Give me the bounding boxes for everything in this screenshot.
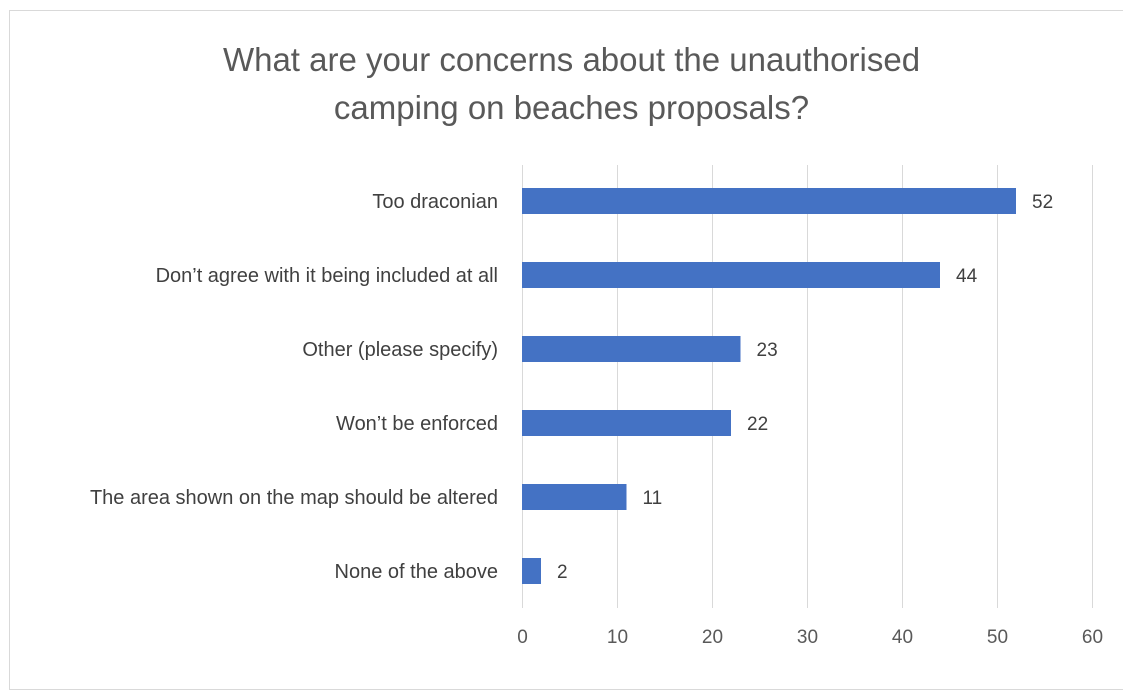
data-label: 11 — [643, 488, 663, 509]
labels: 0 10 20 30 40 50 60 Too draconian 52 Don’t agree … — [90, 191, 1103, 648]
x-tick-label: 60 — [1082, 627, 1103, 648]
category-label: The area shown on the map should be alte… — [90, 487, 498, 509]
x-tick-label: 20 — [702, 627, 723, 648]
x-tick-label: 0 — [517, 627, 528, 648]
category-label: None of the above — [335, 561, 498, 583]
bar — [522, 262, 940, 288]
x-tick-label: 50 — [987, 627, 1008, 648]
bar — [522, 336, 741, 362]
category-label: Won’t be enforced — [336, 413, 498, 435]
bar — [522, 558, 541, 584]
chart-title-line-2: camping on beaches proposals? — [333, 89, 810, 126]
data-label: 44 — [956, 266, 978, 287]
bar — [522, 484, 627, 510]
chart-title: What are your concerns about the unautho… — [0, 36, 1123, 132]
category-label: Too draconian — [372, 191, 498, 213]
bar — [522, 410, 731, 436]
x-tick-label: 30 — [797, 627, 818, 648]
category-label: Other (please specify) — [302, 339, 498, 361]
data-label: 52 — [1032, 192, 1053, 213]
category-label: Don’t agree with it being included at al… — [156, 265, 498, 287]
gridlines — [522, 165, 1093, 608]
bar — [522, 188, 1016, 214]
chart-title-line-1: What are your concerns about the unautho… — [222, 41, 921, 78]
bars — [522, 188, 1016, 584]
data-label: 22 — [747, 414, 768, 435]
x-tick-label: 10 — [607, 627, 628, 648]
data-label: 2 — [557, 562, 568, 583]
data-label: 23 — [757, 340, 778, 361]
bar-chart: 0 10 20 30 40 50 60 Too draconian 52 Don’t agree … — [90, 165, 1103, 648]
x-tick-label: 40 — [892, 627, 913, 648]
